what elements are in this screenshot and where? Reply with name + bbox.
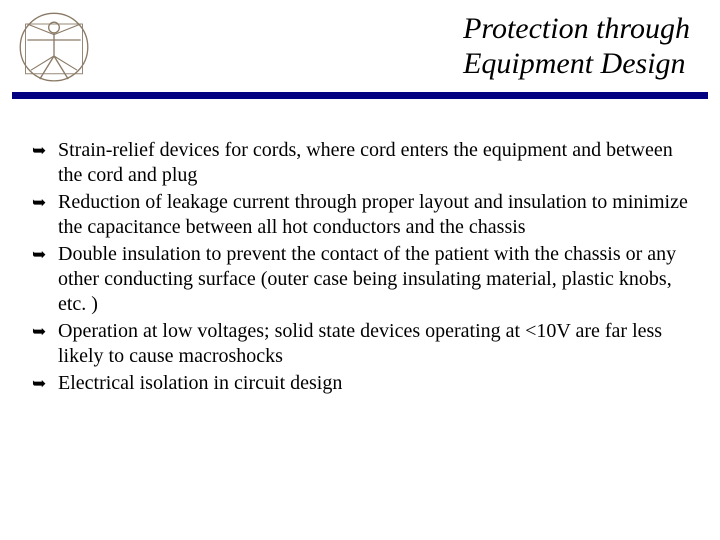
vitruvian-man-icon <box>8 8 100 88</box>
list-item: ➥ Reduction of leakage current through p… <box>32 190 688 240</box>
bullet-text: Operation at low voltages; solid state d… <box>58 319 688 369</box>
bullet-list: ➥ Strain-relief devices for cords, where… <box>32 138 688 396</box>
list-item: ➥ Operation at low voltages; solid state… <box>32 319 688 369</box>
bullet-text: Double insulation to prevent the contact… <box>58 242 688 317</box>
bullet-text: Strain-relief devices for cords, where c… <box>58 138 688 188</box>
header-rule <box>12 92 708 99</box>
slide-body: ➥ Strain-relief devices for cords, where… <box>32 138 688 398</box>
slide-header: Protection through Equipment Design <box>0 0 720 110</box>
bullet-arrow-icon: ➥ <box>32 242 58 265</box>
bullet-arrow-icon: ➥ <box>32 190 58 213</box>
title-line-1: Protection through <box>463 12 690 45</box>
list-item: ➥ Strain-relief devices for cords, where… <box>32 138 688 188</box>
list-item: ➥ Double insulation to prevent the conta… <box>32 242 688 317</box>
slide-title: Protection through Equipment Design <box>463 12 690 81</box>
bullet-text: Electrical isolation in circuit design <box>58 371 688 396</box>
title-line-2: Equipment Design <box>463 47 685 80</box>
bullet-arrow-icon: ➥ <box>32 319 58 342</box>
bullet-arrow-icon: ➥ <box>32 371 58 394</box>
bullet-text: Reduction of leakage current through pro… <box>58 190 688 240</box>
bullet-arrow-icon: ➥ <box>32 138 58 161</box>
list-item: ➥ Electrical isolation in circuit design <box>32 371 688 396</box>
